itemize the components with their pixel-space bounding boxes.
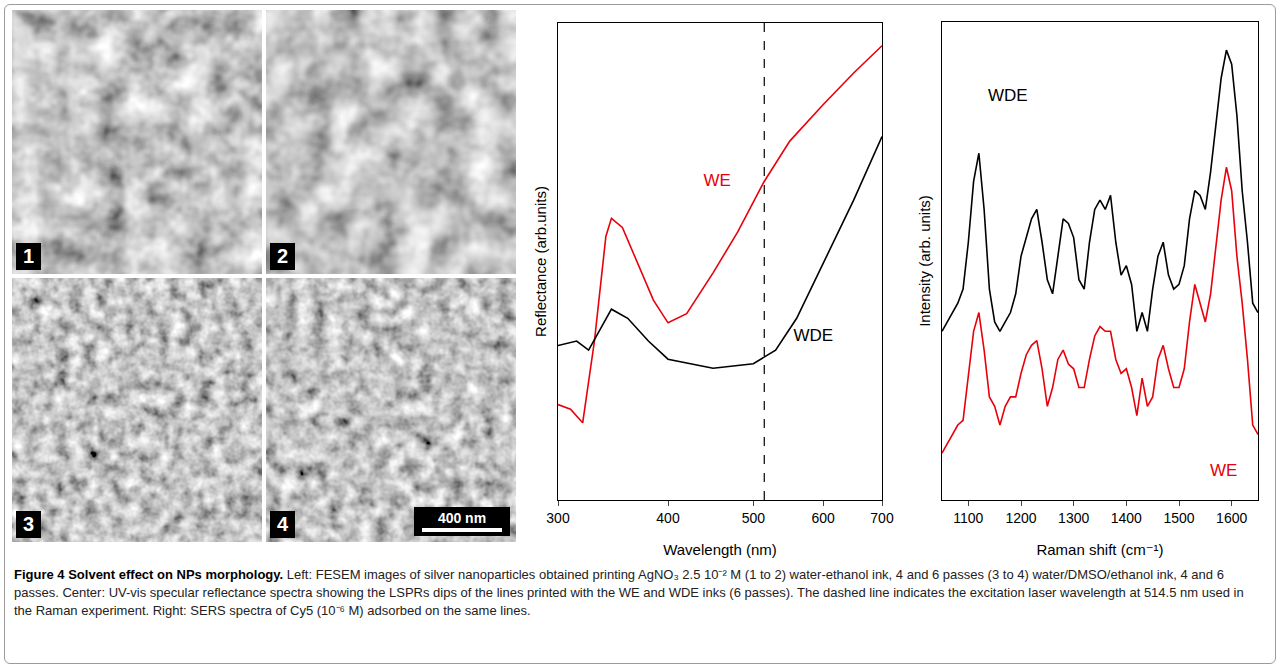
html-text:1: 1 <box>23 245 35 267</box>
svg-text:WE: WE <box>1210 461 1237 480</box>
svg-text:1400: 1400 <box>1111 510 1142 526</box>
svg-text:Intensity (arb. units): Intensity (arb. units) <box>916 195 933 327</box>
svg-text:1600: 1600 <box>1216 510 1247 526</box>
svg-text:WDE: WDE <box>988 86 1028 105</box>
svg-text:600: 600 <box>811 510 835 526</box>
svg-text:WE: WE <box>704 171 731 190</box>
svg-text:300: 300 <box>546 510 570 526</box>
svg-text:Reflectance (arb.units): Reflectance (arb.units) <box>532 186 549 337</box>
svg-text:1200: 1200 <box>1005 510 1036 526</box>
html-text:Figure 4 Solvent effect on NPs: Figure 4 Solvent effect on NPs morpholog… <box>14 567 1244 618</box>
html-text:4: 4 <box>277 513 289 535</box>
svg-text:1500: 1500 <box>1163 510 1194 526</box>
svg-text:1100: 1100 <box>953 510 983 526</box>
svg-text:Raman shift (cm⁻¹): Raman shift (cm⁻¹) <box>1036 541 1163 558</box>
html-text:400 nm: 400 nm <box>437 510 487 526</box>
svg-text:1300: 1300 <box>1058 510 1089 526</box>
svg-text:500: 500 <box>742 510 766 526</box>
svg-text:700: 700 <box>870 510 894 526</box>
html-text:2: 2 <box>277 245 289 267</box>
html-text:3: 3 <box>23 513 35 535</box>
svg-text:WDE: WDE <box>794 326 834 345</box>
svg-text:Wavelength (nm): Wavelength (nm) <box>663 541 777 558</box>
svg-text:400: 400 <box>656 510 680 526</box>
